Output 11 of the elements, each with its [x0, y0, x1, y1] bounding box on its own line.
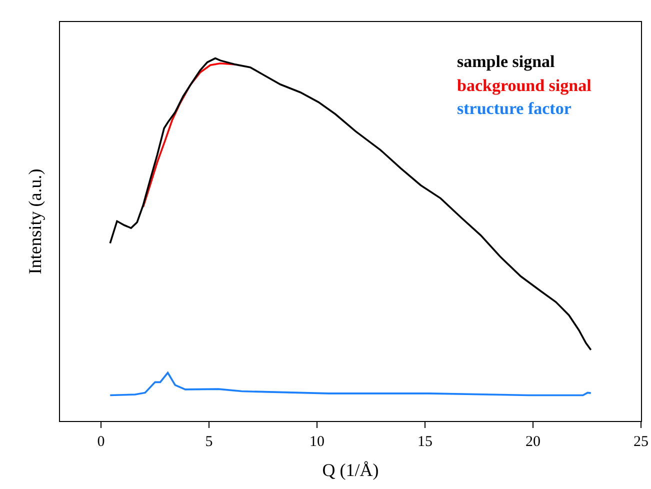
text: sample signal: [457, 52, 556, 71]
x-tick-label: 0: [97, 434, 105, 450]
text: background signal: [457, 76, 592, 95]
x-tick-label: 25: [634, 434, 648, 450]
text: structure factor: [457, 99, 572, 118]
x-tick-label: 5: [205, 434, 213, 450]
x-tick-label: 10: [310, 434, 325, 450]
x-axis-title: Q (1/Å): [322, 460, 379, 480]
x-tick-label: 20: [526, 434, 541, 450]
y-axis-title: Intensity (a.u.): [25, 168, 46, 274]
x-tick-label: 15: [418, 434, 433, 450]
